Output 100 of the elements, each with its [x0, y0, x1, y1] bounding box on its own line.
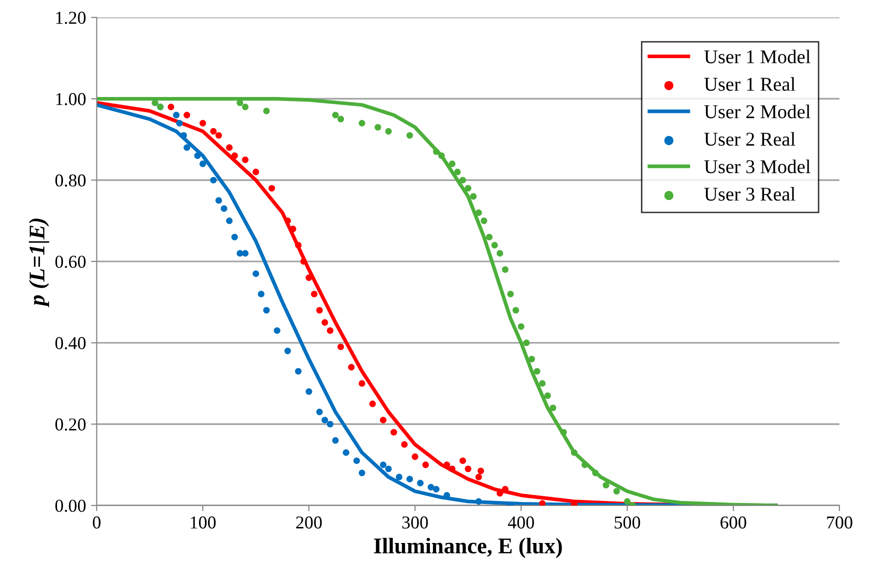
point [184, 112, 190, 118]
point [560, 428, 567, 436]
x-axis-title: Illuminance, E (lux) [374, 538, 562, 558]
point [284, 217, 291, 224]
y-tick-label: 0.20 [55, 418, 86, 431]
point [464, 184, 472, 192]
point [475, 498, 482, 505]
point [380, 462, 386, 468]
point [478, 468, 484, 474]
point [168, 104, 174, 110]
point [226, 217, 233, 224]
point [231, 152, 238, 159]
legend-label: User 1 Model [704, 50, 810, 64]
point [512, 306, 520, 314]
point [358, 120, 366, 126]
point [184, 144, 190, 151]
legend-label: User 3 Model [704, 160, 810, 174]
point [523, 339, 530, 346]
x-tick-label: 100 [190, 516, 216, 529]
y-tick-label: 1.20 [56, 12, 86, 24]
point [534, 368, 540, 375]
point [448, 160, 456, 168]
point [326, 420, 334, 428]
point [406, 476, 413, 482]
point [242, 156, 249, 164]
point [448, 466, 456, 472]
y-axis-title: p (L=1|E) [28, 218, 50, 308]
point [464, 466, 472, 472]
point [210, 176, 217, 184]
legend-label: User 1 Real [704, 77, 796, 91]
point [528, 356, 536, 362]
point [242, 104, 249, 110]
point [295, 368, 302, 375]
point [502, 266, 508, 273]
point [390, 428, 398, 436]
point [454, 168, 461, 176]
point [401, 441, 408, 448]
point [220, 205, 228, 212]
y-tick-label: 0.00 [55, 500, 86, 512]
point [438, 152, 445, 159]
point [226, 144, 233, 151]
y-tick-label: 1.00 [56, 93, 86, 106]
point [459, 176, 466, 184]
point [332, 112, 339, 118]
point [550, 404, 556, 412]
point [332, 437, 339, 444]
point [215, 197, 222, 204]
point [374, 124, 382, 131]
point [172, 112, 180, 118]
point [385, 128, 392, 135]
point [342, 449, 350, 456]
point [322, 319, 328, 326]
point [496, 250, 504, 257]
point [507, 290, 514, 298]
point [200, 120, 206, 126]
point [215, 132, 222, 139]
y-tick-label: 0.40 [55, 337, 86, 350]
point [200, 160, 206, 168]
point [459, 457, 466, 464]
legend-label: User 3 Real [704, 187, 796, 201]
x-tick-label: 0 [92, 516, 101, 529]
point [263, 306, 270, 314]
point [300, 258, 307, 265]
point [385, 466, 392, 472]
point [518, 323, 524, 330]
point [194, 152, 201, 159]
point [242, 250, 249, 257]
point [470, 193, 477, 200]
point [428, 484, 434, 490]
point [353, 457, 360, 464]
point [252, 168, 260, 176]
x-tick-label: 300 [402, 516, 428, 529]
point [544, 392, 551, 399]
point [422, 462, 429, 468]
x-tick-label: 400 [508, 516, 534, 529]
point [406, 132, 413, 139]
x-tick-label: 200 [296, 516, 322, 529]
point [231, 234, 238, 240]
point [180, 132, 187, 139]
point [337, 344, 344, 350]
point [326, 327, 334, 334]
legend-label: User 2 Model [704, 104, 810, 118]
point [258, 290, 264, 298]
point [306, 274, 312, 282]
point [306, 388, 312, 395]
point [475, 474, 482, 480]
point [236, 100, 244, 106]
point [602, 482, 610, 488]
point [316, 408, 323, 416]
point [539, 500, 546, 506]
point [322, 416, 328, 424]
point [358, 380, 366, 387]
point [290, 226, 296, 232]
x-tick-label: 500 [614, 516, 640, 529]
point [316, 306, 323, 314]
point [613, 488, 620, 495]
point [268, 184, 276, 192]
point [176, 120, 183, 126]
point [369, 400, 376, 408]
x-tick-label: 700 [827, 516, 852, 529]
